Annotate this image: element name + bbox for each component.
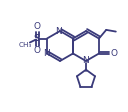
Text: S: S bbox=[34, 34, 40, 43]
Text: N: N bbox=[43, 49, 49, 58]
Text: O: O bbox=[110, 49, 117, 58]
Text: O: O bbox=[34, 22, 41, 31]
Text: N: N bbox=[83, 56, 89, 65]
Text: CH₃: CH₃ bbox=[19, 42, 32, 47]
Text: N: N bbox=[55, 27, 62, 36]
Text: O: O bbox=[34, 46, 41, 55]
